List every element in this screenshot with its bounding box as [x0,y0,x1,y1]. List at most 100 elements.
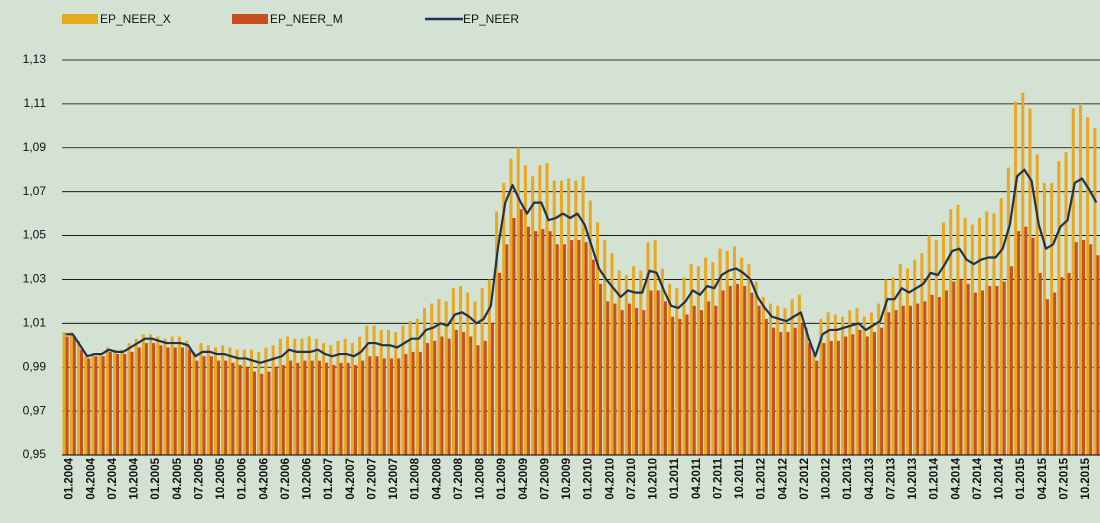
bar [531,176,535,456]
bar [740,257,744,455]
y-tick-label: 1,03 [23,272,47,286]
bar [757,305,761,455]
bar [422,307,427,455]
bar [502,182,506,455]
x-tick-label: 07.2013 [885,458,897,500]
bar [444,301,448,455]
bar [209,356,213,455]
bar [105,347,109,455]
bar [91,354,95,455]
bar [401,325,405,455]
bar [141,334,145,455]
bar [329,345,333,455]
bar [988,286,992,455]
bar [800,323,804,455]
bar [202,356,206,455]
x-tick-label: 04.2012 [777,458,789,500]
bar [923,301,927,455]
bar [627,303,631,455]
bar [941,222,946,455]
bar [1009,266,1013,455]
bar [274,367,278,455]
bar [325,362,329,455]
bar [642,310,646,455]
bar [761,297,765,455]
bar [1067,272,1071,455]
bar [851,334,855,455]
x-tick-label: 07.2004 [107,457,119,499]
bar [293,338,297,455]
y-tick-label: 1,07 [23,184,47,198]
bar [509,158,513,455]
bar [358,336,362,455]
x-tick-label: 07.2012 [799,458,811,500]
bar [84,356,88,455]
y-tick-label: 1,11 [24,96,47,110]
bar [523,165,527,456]
legend-label: EP_NEER_M [270,12,343,26]
bar [411,351,415,455]
x-tick-label: 10.2007 [388,458,400,500]
x-tick-label: 07.2005 [193,457,205,499]
bar [1042,182,1046,455]
bar [459,286,463,455]
bar [808,343,812,455]
bar [541,228,545,455]
bar [339,362,343,455]
bar [87,358,91,455]
bar [307,336,311,455]
bar [94,356,98,455]
bar [101,356,105,455]
bar [966,283,970,455]
bar [173,347,177,455]
bar [199,343,203,455]
bar [221,345,225,455]
bar [1045,299,1049,455]
bar [487,279,491,455]
bar [826,312,830,455]
bar [257,351,261,455]
bar [130,351,134,455]
bar [1006,167,1010,455]
bar [963,218,967,455]
bar [862,316,866,455]
bar [613,303,617,455]
bar [790,299,794,455]
bar [869,312,873,455]
bar [797,294,801,455]
bar [844,336,848,455]
bar [249,349,254,455]
x-tick-label: 01.2010 [583,458,595,500]
bar [108,351,112,455]
bar [516,147,520,455]
bar [180,347,184,455]
bar [322,343,326,455]
bar [887,312,891,455]
bar [1021,92,1025,456]
bar [317,360,321,455]
bar [473,301,477,455]
bar [584,242,588,455]
bar [768,303,773,455]
bar [310,360,314,455]
bar [898,264,902,455]
bar [891,277,895,455]
x-tick-label: 04.2013 [864,458,876,500]
bar [908,305,913,455]
bar [389,358,394,455]
x-tick-label: 07.2014 [972,457,984,499]
y-tick-label: 1,13 [23,52,47,66]
bar [454,329,458,455]
bar [841,316,845,455]
x-tick-label: 10.2009 [561,458,573,500]
bar [426,343,430,455]
x-tick-label: 07.2006 [280,458,292,500]
bar [224,360,228,455]
bar [696,266,700,455]
bar [149,334,153,455]
bar [743,286,747,455]
bar [776,305,780,455]
bar [916,303,920,455]
legend-swatch [232,14,268,24]
